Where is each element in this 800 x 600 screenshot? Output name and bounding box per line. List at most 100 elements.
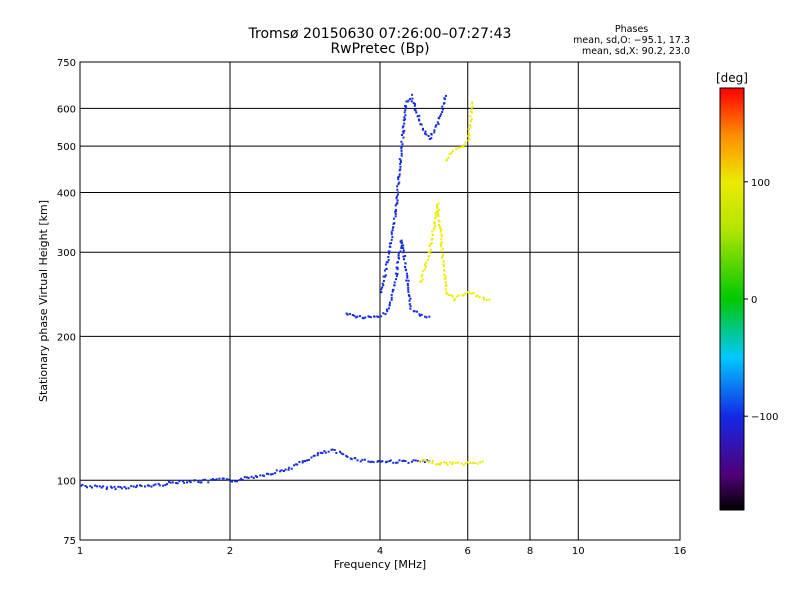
- data-point: [370, 460, 373, 463]
- data-point: [390, 238, 393, 241]
- data-point: [240, 477, 243, 480]
- data-point: [271, 473, 274, 476]
- data-point: [123, 485, 126, 488]
- phases-x-stats: mean, sd,X: 90.2, 23.0: [581, 46, 690, 57]
- data-point: [399, 168, 402, 171]
- data-point: [393, 222, 396, 225]
- data-point: [451, 149, 454, 152]
- data-point: [230, 480, 232, 482]
- data-point: [361, 458, 364, 461]
- data-point: [259, 474, 262, 477]
- data-point: [135, 486, 138, 489]
- data-point: [389, 459, 392, 462]
- data-point: [421, 273, 424, 276]
- data-point: [424, 130, 427, 133]
- data-point: [403, 258, 405, 261]
- data-point: [424, 263, 427, 266]
- data-point: [439, 243, 442, 246]
- data-point: [436, 210, 439, 213]
- data-point: [401, 143, 404, 146]
- data-point: [424, 266, 427, 268]
- data-point: [466, 461, 469, 464]
- data-point: [400, 145, 403, 148]
- data-point: [397, 261, 399, 264]
- data-point: [455, 295, 458, 298]
- data-point: [178, 480, 181, 483]
- data-point: [474, 462, 476, 465]
- colorbar-tick-label: −100: [751, 412, 778, 423]
- data-point: [425, 459, 428, 462]
- data-point: [433, 222, 436, 225]
- phase-stats: Phases mean, sd,O: −95.1, 17.3 mean, sd,…: [573, 24, 690, 57]
- data-point: [167, 480, 170, 483]
- data-point: [483, 298, 485, 301]
- data-point: [154, 483, 157, 486]
- data-point: [148, 484, 151, 487]
- data-point: [380, 291, 383, 294]
- colorbar-tick-label: 100: [751, 178, 770, 189]
- data-point: [404, 109, 407, 112]
- data-point: [412, 102, 415, 104]
- x-tick-label: 2: [227, 546, 233, 557]
- data-point: [437, 214, 440, 217]
- data-point: [413, 103, 416, 105]
- data-point: [298, 461, 301, 463]
- data-point: [451, 463, 454, 465]
- data-point: [193, 479, 196, 482]
- data-point: [435, 215, 438, 218]
- y-tick-label: 75: [63, 536, 76, 547]
- data-point: [436, 206, 439, 209]
- data-point: [213, 479, 216, 481]
- data-point: [394, 208, 397, 211]
- data-point: [402, 125, 405, 128]
- data-point: [394, 213, 397, 215]
- data-point: [437, 123, 440, 125]
- data-point: [443, 97, 446, 100]
- data-point: [441, 256, 444, 259]
- data-point: [369, 461, 372, 464]
- data-point: [455, 147, 458, 150]
- data-point: [400, 149, 403, 152]
- data-point: [431, 462, 434, 465]
- data-point: [442, 265, 445, 268]
- data-point: [441, 255, 444, 258]
- data-point: [413, 104, 416, 107]
- data-point: [424, 459, 427, 462]
- data-point: [433, 129, 436, 132]
- data-point: [127, 487, 130, 490]
- data-point: [475, 295, 478, 298]
- data-point: [400, 147, 403, 150]
- data-point: [109, 485, 112, 488]
- data-point: [402, 244, 405, 247]
- data-point: [404, 460, 407, 462]
- data-point: [443, 461, 446, 464]
- data-point: [450, 152, 453, 155]
- data-point: [350, 458, 353, 461]
- data-point: [387, 256, 390, 258]
- data-point: [470, 108, 473, 111]
- data-point: [438, 220, 441, 223]
- data-point: [200, 481, 203, 484]
- data-point: [445, 158, 448, 161]
- colorbar: 100 0 −100 [deg]: [716, 71, 778, 511]
- data-point: [400, 247, 403, 249]
- data-point: [396, 266, 399, 269]
- data-point: [390, 233, 393, 236]
- data-point: [395, 461, 398, 464]
- data-point: [395, 195, 398, 198]
- data-point: [398, 169, 401, 172]
- data-point: [424, 132, 426, 135]
- data-point: [401, 126, 404, 129]
- phases-title: Phases: [614, 24, 649, 35]
- x-tick-label: 16: [674, 546, 687, 557]
- data-point: [428, 315, 431, 318]
- data-point: [403, 122, 406, 125]
- data-point: [425, 133, 428, 136]
- data-point: [397, 254, 400, 257]
- data-point: [402, 130, 405, 133]
- data-point: [437, 202, 440, 205]
- data-point: [367, 460, 370, 463]
- data-point: [410, 460, 413, 463]
- colorbar-gradient: [719, 87, 745, 511]
- data-point: [222, 477, 225, 480]
